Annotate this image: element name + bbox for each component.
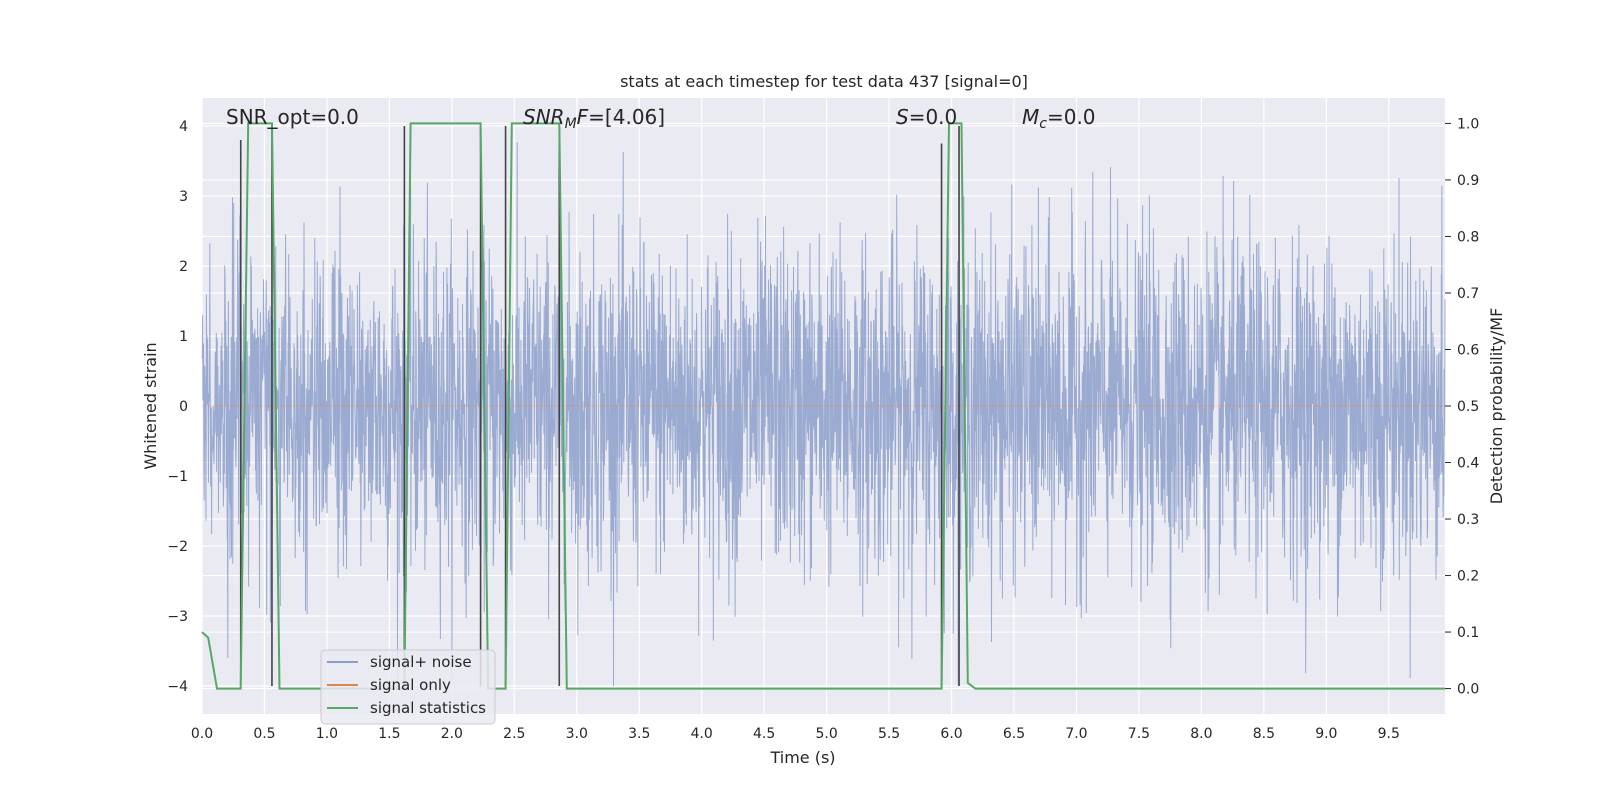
chart-title: stats at each timestep for test data 437… bbox=[620, 72, 1028, 91]
y-right-tick-label: 0.5 bbox=[1457, 399, 1479, 415]
x-tick-label: 1.5 bbox=[378, 726, 400, 742]
y-right-tick-label: 0.0 bbox=[1457, 682, 1479, 698]
x-tick-label: 3.5 bbox=[628, 726, 650, 742]
y-axis-left-label: Whitened strain bbox=[141, 342, 160, 469]
y-left-tick-label: −1 bbox=[167, 469, 188, 485]
x-tick-label: 4.0 bbox=[691, 726, 713, 742]
x-tick-label: 0.0 bbox=[191, 726, 213, 742]
y-right-tick-label: 0.7 bbox=[1457, 286, 1479, 302]
y-right-tick-label: 0.2 bbox=[1457, 569, 1479, 585]
legend: signal+ noise signal only signal statist… bbox=[320, 649, 496, 725]
x-tick-label: 1.0 bbox=[316, 726, 338, 742]
x-tick-label: 8.5 bbox=[1253, 726, 1275, 742]
y-left-tick-label: 0 bbox=[179, 399, 188, 415]
y-left-tick-label: 4 bbox=[179, 119, 188, 135]
y-left-tick-label: −2 bbox=[167, 539, 188, 555]
x-tick-label: 9.5 bbox=[1378, 726, 1400, 742]
legend-box bbox=[320, 649, 496, 725]
y-left-tick-label: −3 bbox=[167, 609, 188, 625]
y-axis-left-ticks: −4 −3 −2 −1 0 1 2 3 4 bbox=[167, 119, 188, 695]
legend-label-signal-only: signal only bbox=[370, 676, 451, 694]
y-right-tick-label: 0.9 bbox=[1457, 173, 1479, 189]
x-tick-label: 2.0 bbox=[441, 726, 463, 742]
annotation-mc: Mc=0.0 bbox=[1022, 105, 1096, 132]
x-tick-label: 9.0 bbox=[1315, 726, 1337, 742]
mf-marker-series bbox=[239, 126, 960, 686]
y-right-tick-label: 0.4 bbox=[1457, 456, 1479, 472]
y-left-tick-label: 3 bbox=[179, 189, 188, 205]
x-tick-label: 0.5 bbox=[253, 726, 275, 742]
x-axis-label: Time (s) bbox=[769, 748, 835, 767]
x-tick-label: 2.5 bbox=[503, 726, 525, 742]
annotation-snr-mf: SNRMF=[4.06] bbox=[523, 105, 665, 132]
y-right-tick-label: 0.3 bbox=[1457, 512, 1479, 528]
annotation-s: S=0.0 bbox=[896, 105, 957, 129]
y-right-tick-label: 0.6 bbox=[1457, 342, 1479, 358]
y-right-tick-label: 1.0 bbox=[1457, 116, 1479, 132]
x-tick-label: 8.0 bbox=[1190, 726, 1212, 742]
legend-label-signal-statistics: signal statistics bbox=[370, 699, 486, 717]
x-tick-label: 5.5 bbox=[878, 726, 900, 742]
x-tick-label: 4.5 bbox=[753, 726, 775, 742]
y-right-tick-label: 0.1 bbox=[1457, 625, 1479, 641]
x-tick-label: 7.0 bbox=[1065, 726, 1087, 742]
x-tick-label: 5.0 bbox=[815, 726, 837, 742]
annotation-snr-opt: SNR_opt=0.0 bbox=[226, 105, 359, 129]
x-tick-label: 6.5 bbox=[1003, 726, 1025, 742]
y-left-tick-label: −4 bbox=[167, 679, 188, 695]
y-right-tick-label: 0.8 bbox=[1457, 229, 1479, 245]
x-tick-label: 3.0 bbox=[566, 726, 588, 742]
x-tick-label: 6.0 bbox=[940, 726, 962, 742]
y-axis-right-ticks: 0.0 0.1 0.2 0.3 0.4 0.5 0.6 0.7 0.8 0.9 1.0 bbox=[1445, 116, 1479, 698]
legend-label-signal-noise: signal+ noise bbox=[370, 653, 472, 671]
x-tick-label: 7.5 bbox=[1128, 726, 1150, 742]
y-axis-right-label: Detection probability/MF bbox=[1487, 308, 1506, 505]
y-left-tick-label: 1 bbox=[179, 329, 188, 345]
y-left-tick-label: 2 bbox=[179, 259, 188, 275]
x-axis-ticks: 0.0 0.5 1.0 1.5 2.0 2.5 3.0 3.5 4.0 4.5 5.0 5.5 6.0 6… bbox=[191, 726, 1400, 742]
